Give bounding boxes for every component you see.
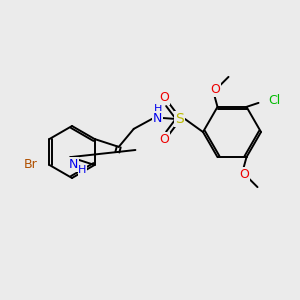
Text: S: S — [176, 112, 184, 126]
Text: O: O — [211, 83, 220, 96]
Text: H: H — [78, 165, 86, 175]
Text: O: O — [159, 92, 169, 104]
Text: N: N — [153, 112, 162, 125]
Text: N: N — [69, 158, 78, 171]
Text: O: O — [240, 168, 249, 181]
Text: O: O — [159, 134, 169, 146]
Text: Br: Br — [24, 158, 38, 172]
Text: H: H — [154, 104, 162, 114]
Text: Cl: Cl — [268, 94, 281, 107]
